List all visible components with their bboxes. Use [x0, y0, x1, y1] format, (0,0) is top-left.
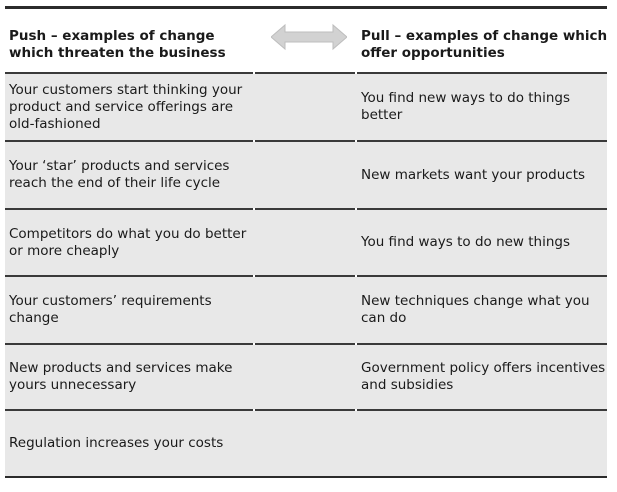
pull-cell: New techniques change what you can do: [361, 293, 590, 326]
table-row: New products and services make yours unn…: [5, 345, 607, 409]
bottom-rule: [5, 476, 607, 478]
pull-column-header: Pull – examples of change which offer op…: [361, 28, 608, 61]
push-cell: Regulation increases your costs: [9, 435, 224, 451]
table-row: Your customers’ requirements change New …: [5, 277, 607, 343]
double-headed-arrow-icon: [271, 23, 347, 51]
push-cell: New products and services make yours unn…: [9, 360, 233, 393]
row-separator: [5, 343, 607, 345]
table-row: Regulation increases your costs: [5, 411, 607, 476]
pull-cell: You find new ways to do things better: [361, 90, 571, 123]
push-cell: Your ‘star’ products and services reach …: [9, 158, 230, 191]
row-separator: [5, 275, 607, 277]
table-row: Your customers start thinking your produ…: [5, 74, 607, 140]
row-separator: [5, 140, 607, 142]
push-cell: Your customers’ requirements change: [9, 293, 212, 326]
push-cell: Competitors do what you do better or mor…: [9, 225, 247, 259]
pull-cell: Government policy offers incentives and …: [361, 360, 606, 393]
top-rule: [5, 6, 607, 9]
row-separator: [5, 72, 607, 74]
table-row: Competitors do what you do better or mor…: [5, 210, 607, 275]
push-column-header: Push – examples of change which threaten…: [9, 28, 226, 61]
pull-cell: You find ways to do new things: [361, 234, 571, 250]
row-separator: [5, 409, 607, 411]
push-cell: Your customers start thinking your produ…: [9, 81, 243, 132]
table-header: Push – examples of change which threaten…: [5, 9, 607, 72]
pull-cell: [361, 411, 607, 476]
pull-cell: New markets want your products: [361, 166, 586, 183]
table-row: Your ‘star’ products and services reach …: [5, 142, 607, 208]
row-separator: [5, 208, 607, 210]
